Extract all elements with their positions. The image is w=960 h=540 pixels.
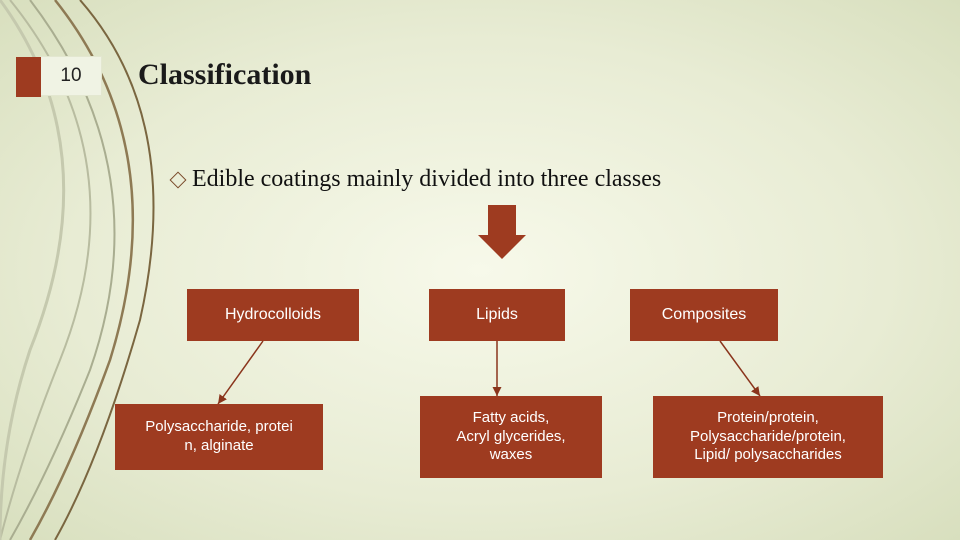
category-box-composites: Composites [630,289,778,341]
detail-box-comp-detail: Protein/protein,Polysaccharide/protein,L… [653,396,883,478]
subtitle-row: Edible coatings mainly divided into thre… [172,166,661,193]
detail-box-hydro-detail: Polysaccharide, protein, alginate [115,404,323,470]
page-number: 10 [60,65,81,87]
slide: 10 Classification Edible coatings mainly… [0,0,960,540]
category-box-hydrocolloids: Hydrocolloids [187,289,359,341]
detail-box-lipid-detail: Fatty acids,Acryl glycerides,waxes [420,396,602,478]
category-box-lipids: Lipids [429,289,565,341]
slide-title: Classification [138,58,311,92]
page-number-badge: 10 [40,56,102,96]
diamond-bullet-icon [170,171,187,188]
subtitle-text: Edible coatings mainly divided into thre… [192,166,661,193]
